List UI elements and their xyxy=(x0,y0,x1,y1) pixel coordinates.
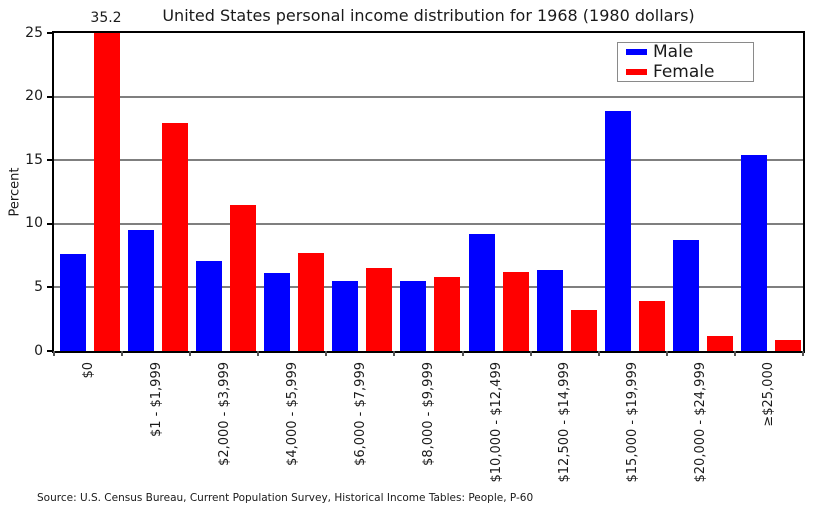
y-tick-label-15: 15 xyxy=(25,151,43,168)
bar-female-$10,000 - $12,499 xyxy=(502,272,529,351)
x-tick-5 xyxy=(393,351,396,356)
bar-male-$2,000 - $3,999 xyxy=(196,260,223,351)
x-tick-label-$2,000 - $3,999: $2,000 - $3,999 xyxy=(216,362,232,466)
bar-female-≥$25,000 xyxy=(774,339,801,351)
bar-male-$12,500 - $14,999 xyxy=(536,269,563,351)
legend-item-male: Male xyxy=(626,43,753,61)
legend-label-female: Female xyxy=(653,62,715,82)
bar-male-$20,000 - $24,999 xyxy=(672,240,699,351)
x-tick-8 xyxy=(597,351,600,356)
x-tick-6 xyxy=(461,351,464,356)
x-tick-label-≥$25,000: ≥$25,000 xyxy=(761,362,777,427)
x-tick-10 xyxy=(733,351,736,356)
x-tick-label-$8,000 - $9,999: $8,000 - $9,999 xyxy=(421,362,436,466)
y-tick-label-25: 25 xyxy=(25,24,43,41)
x-tick-11 xyxy=(802,351,804,356)
legend: Male Female xyxy=(617,42,754,82)
bar-female-$12,500 - $14,999 xyxy=(570,310,597,351)
male-color-swatch xyxy=(626,49,647,55)
x-tick-label-$4,000 - $5,999: $4,000 - $5,999 xyxy=(284,362,300,466)
plot-area xyxy=(52,31,805,353)
x-tick-7 xyxy=(529,351,532,356)
y-tick-10 xyxy=(47,222,52,225)
bar-female-$8,000 - $9,999 xyxy=(434,277,461,351)
x-tick-label-$20,000 - $24,999: $20,000 - $24,999 xyxy=(693,362,709,483)
bar-female-$6,000 - $7,999 xyxy=(366,268,393,351)
bar-female-$2,000 - $3,999 xyxy=(230,204,257,351)
legend-item-female: Female xyxy=(626,63,753,81)
gridline-15 xyxy=(54,159,803,162)
x-tick-9 xyxy=(665,351,668,356)
gridline-20 xyxy=(54,95,803,98)
chart-title: United States personal income distributi… xyxy=(162,6,695,25)
x-tick-2 xyxy=(189,351,192,356)
bar-male-$10,000 - $12,499 xyxy=(468,233,495,351)
x-tick-label-$10,000 - $12,499: $10,000 - $12,499 xyxy=(489,362,505,483)
x-tick-label-$6,000 - $7,999: $6,000 - $7,999 xyxy=(352,362,368,466)
bar-female-$1 - $1,999 xyxy=(162,123,189,351)
y-tick-label-20: 20 xyxy=(25,88,43,105)
bar-male-$4,000 - $5,999 xyxy=(264,273,291,351)
gridline-10 xyxy=(54,222,803,225)
x-tick-1 xyxy=(121,351,124,356)
y-tick-label-5: 5 xyxy=(34,278,43,295)
bar-male-$8,000 - $9,999 xyxy=(400,281,427,351)
y-tick-15 xyxy=(47,159,52,162)
bar-male-$6,000 - $7,999 xyxy=(332,281,359,351)
x-tick-label-$0: $0 xyxy=(80,362,96,379)
y-tick-label-10: 10 xyxy=(25,215,43,232)
bar-male-$1 - $1,999 xyxy=(128,230,155,351)
female-color-swatch xyxy=(626,69,647,75)
x-tick-label-$12,500 - $14,999: $12,500 - $14,999 xyxy=(557,362,573,483)
y-tick-5 xyxy=(47,286,52,289)
gridline-5 xyxy=(54,286,803,289)
x-tick-label-$1 - $1,999: $1 - $1,999 xyxy=(148,362,164,437)
y-tick-25 xyxy=(47,32,52,34)
legend-label-male: Male xyxy=(653,42,694,62)
bar-male-$0 xyxy=(60,254,86,351)
y-tick-0 xyxy=(47,350,52,352)
bar-female-$15,000 - $19,999 xyxy=(638,301,665,351)
bar-female-$4,000 - $5,999 xyxy=(298,253,325,351)
x-tick-3 xyxy=(257,351,260,356)
x-tick-0 xyxy=(53,351,55,356)
bar-male-$15,000 - $19,999 xyxy=(604,110,631,351)
clipped-bar-value-label: 35.2 xyxy=(90,10,122,26)
bar-female-$20,000 - $24,999 xyxy=(706,335,733,351)
x-tick-label-$15,000 - $19,999: $15,000 - $19,999 xyxy=(625,362,641,483)
bar-female-$0 xyxy=(94,33,120,351)
bar-male-≥$25,000 xyxy=(740,155,767,351)
x-tick-4 xyxy=(325,351,328,356)
y-tick-20 xyxy=(47,95,52,98)
y-axis-label: Percent xyxy=(7,167,23,217)
source-note: Source: U.S. Census Bureau, Current Popu… xyxy=(37,492,534,504)
y-tick-label-0: 0 xyxy=(34,342,43,359)
